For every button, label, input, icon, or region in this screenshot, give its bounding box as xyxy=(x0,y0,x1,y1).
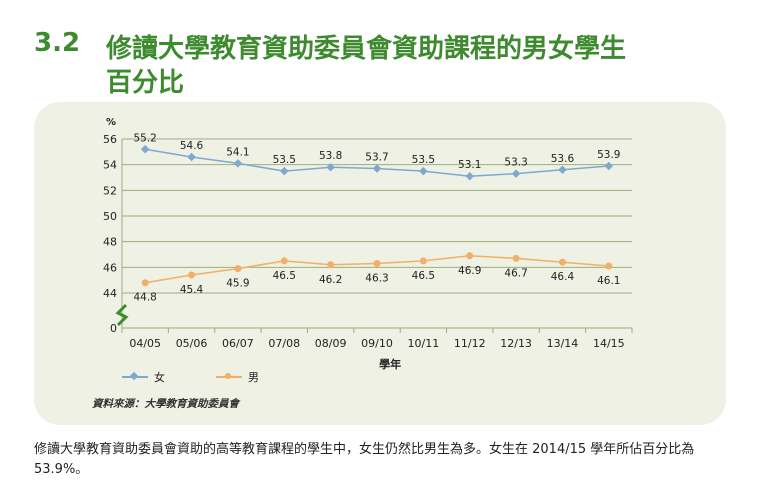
data-point xyxy=(233,159,243,168)
x-tick-label: 14/15 xyxy=(593,337,625,350)
x-tick-label: 13/14 xyxy=(547,337,579,350)
x-axis-label: 學年 xyxy=(379,357,401,371)
data-point xyxy=(558,165,567,175)
data-point xyxy=(605,262,613,270)
x-tick-label: 12/13 xyxy=(500,337,532,350)
data-label: 53.3 xyxy=(504,157,527,169)
data-label: 46.9 xyxy=(458,265,481,277)
data-label: 53.7 xyxy=(365,152,388,164)
x-tick-label: 09/10 xyxy=(361,337,393,350)
data-point xyxy=(280,257,288,265)
data-point xyxy=(466,252,474,260)
data-label: 54.1 xyxy=(226,146,249,158)
x-tick-label: 10/11 xyxy=(408,337,440,350)
legend-female: 女 xyxy=(122,369,165,385)
data-label: 46.5 xyxy=(273,270,296,282)
y-tick-label: 50 xyxy=(103,210,117,223)
section-title-line1: 修讀大學教育資助委員會資助課程的男女學生 xyxy=(106,34,627,64)
data-point xyxy=(141,279,149,287)
data-label: 45.9 xyxy=(226,278,249,290)
y-tick-label: 0 xyxy=(110,322,117,335)
data-label: 53.5 xyxy=(412,154,435,166)
legend-male-label: 男 xyxy=(248,371,259,384)
description-paragraph: 修讀大學教育資助委員會資助的高等教育課程的學生中，女生仍然比男生為多。女生在 2… xyxy=(34,442,695,477)
data-point xyxy=(373,259,381,267)
data-label: 46.3 xyxy=(365,272,388,284)
data-point xyxy=(327,261,335,269)
data-label: 54.6 xyxy=(180,140,204,152)
legend-male: 男 xyxy=(216,369,259,385)
data-label: 44.8 xyxy=(133,292,156,304)
x-tick-label: 04/05 xyxy=(129,337,161,350)
chart-panel: 56 54 52 50 48 46 44 0% 04/05 05/06 06/07 07/08 08/0… xyxy=(34,102,726,425)
section-title-line2: 百分比 xyxy=(106,68,185,98)
x-tick-label: 05/06 xyxy=(176,337,208,350)
data-point xyxy=(188,271,196,279)
data-point xyxy=(465,171,474,181)
data-point xyxy=(372,164,382,173)
data-point xyxy=(604,161,614,171)
section-number: 3.2 xyxy=(34,28,81,58)
data-point xyxy=(419,166,428,176)
data-label: 53.6 xyxy=(551,153,575,165)
data-point xyxy=(512,254,520,262)
data-source-note: 資料來源：大學教育資助委員會 xyxy=(92,398,239,410)
data-label: 55.2 xyxy=(133,132,156,144)
data-point xyxy=(511,169,521,178)
y-tick-label: 54 xyxy=(103,159,117,172)
data-label: 46.4 xyxy=(551,271,575,283)
axis-break-icon xyxy=(115,303,129,327)
x-tick-label: 07/08 xyxy=(268,337,300,350)
data-point xyxy=(280,166,289,176)
legend-female-marker-icon xyxy=(122,372,148,382)
legend-male-marker-icon xyxy=(216,372,242,382)
y-tick-label: 56 xyxy=(103,133,117,146)
line-chart: 56 54 52 50 48 46 44 0% 04/05 05/06 06/07 07/08 08/0… xyxy=(103,117,633,371)
data-point xyxy=(234,265,242,273)
data-label: 46.2 xyxy=(319,274,342,286)
data-label: 53.9 xyxy=(597,149,620,161)
x-tick-label: 08/09 xyxy=(315,337,347,350)
data-point xyxy=(140,145,150,154)
data-label: 46.5 xyxy=(412,270,435,282)
data-label: 53.1 xyxy=(458,159,481,171)
data-label: 53.8 xyxy=(319,150,342,162)
y-tick-label: 52 xyxy=(103,184,117,197)
y-tick-label: 48 xyxy=(103,236,117,249)
data-label: 53.5 xyxy=(273,154,296,166)
y-axis-label: % xyxy=(106,117,116,128)
data-point xyxy=(419,257,427,265)
legend-female-label: 女 xyxy=(154,371,165,384)
data-point xyxy=(187,152,196,162)
data-label: 45.4 xyxy=(180,284,204,296)
data-label: 46.7 xyxy=(504,267,527,279)
data-label: 46.1 xyxy=(597,275,620,287)
y-tick-label: 44 xyxy=(103,287,117,300)
data-point xyxy=(558,258,566,266)
x-tick-label: 06/07 xyxy=(222,337,254,350)
y-tick-label: 46 xyxy=(103,261,117,274)
x-tick-label: 11/12 xyxy=(454,337,486,350)
